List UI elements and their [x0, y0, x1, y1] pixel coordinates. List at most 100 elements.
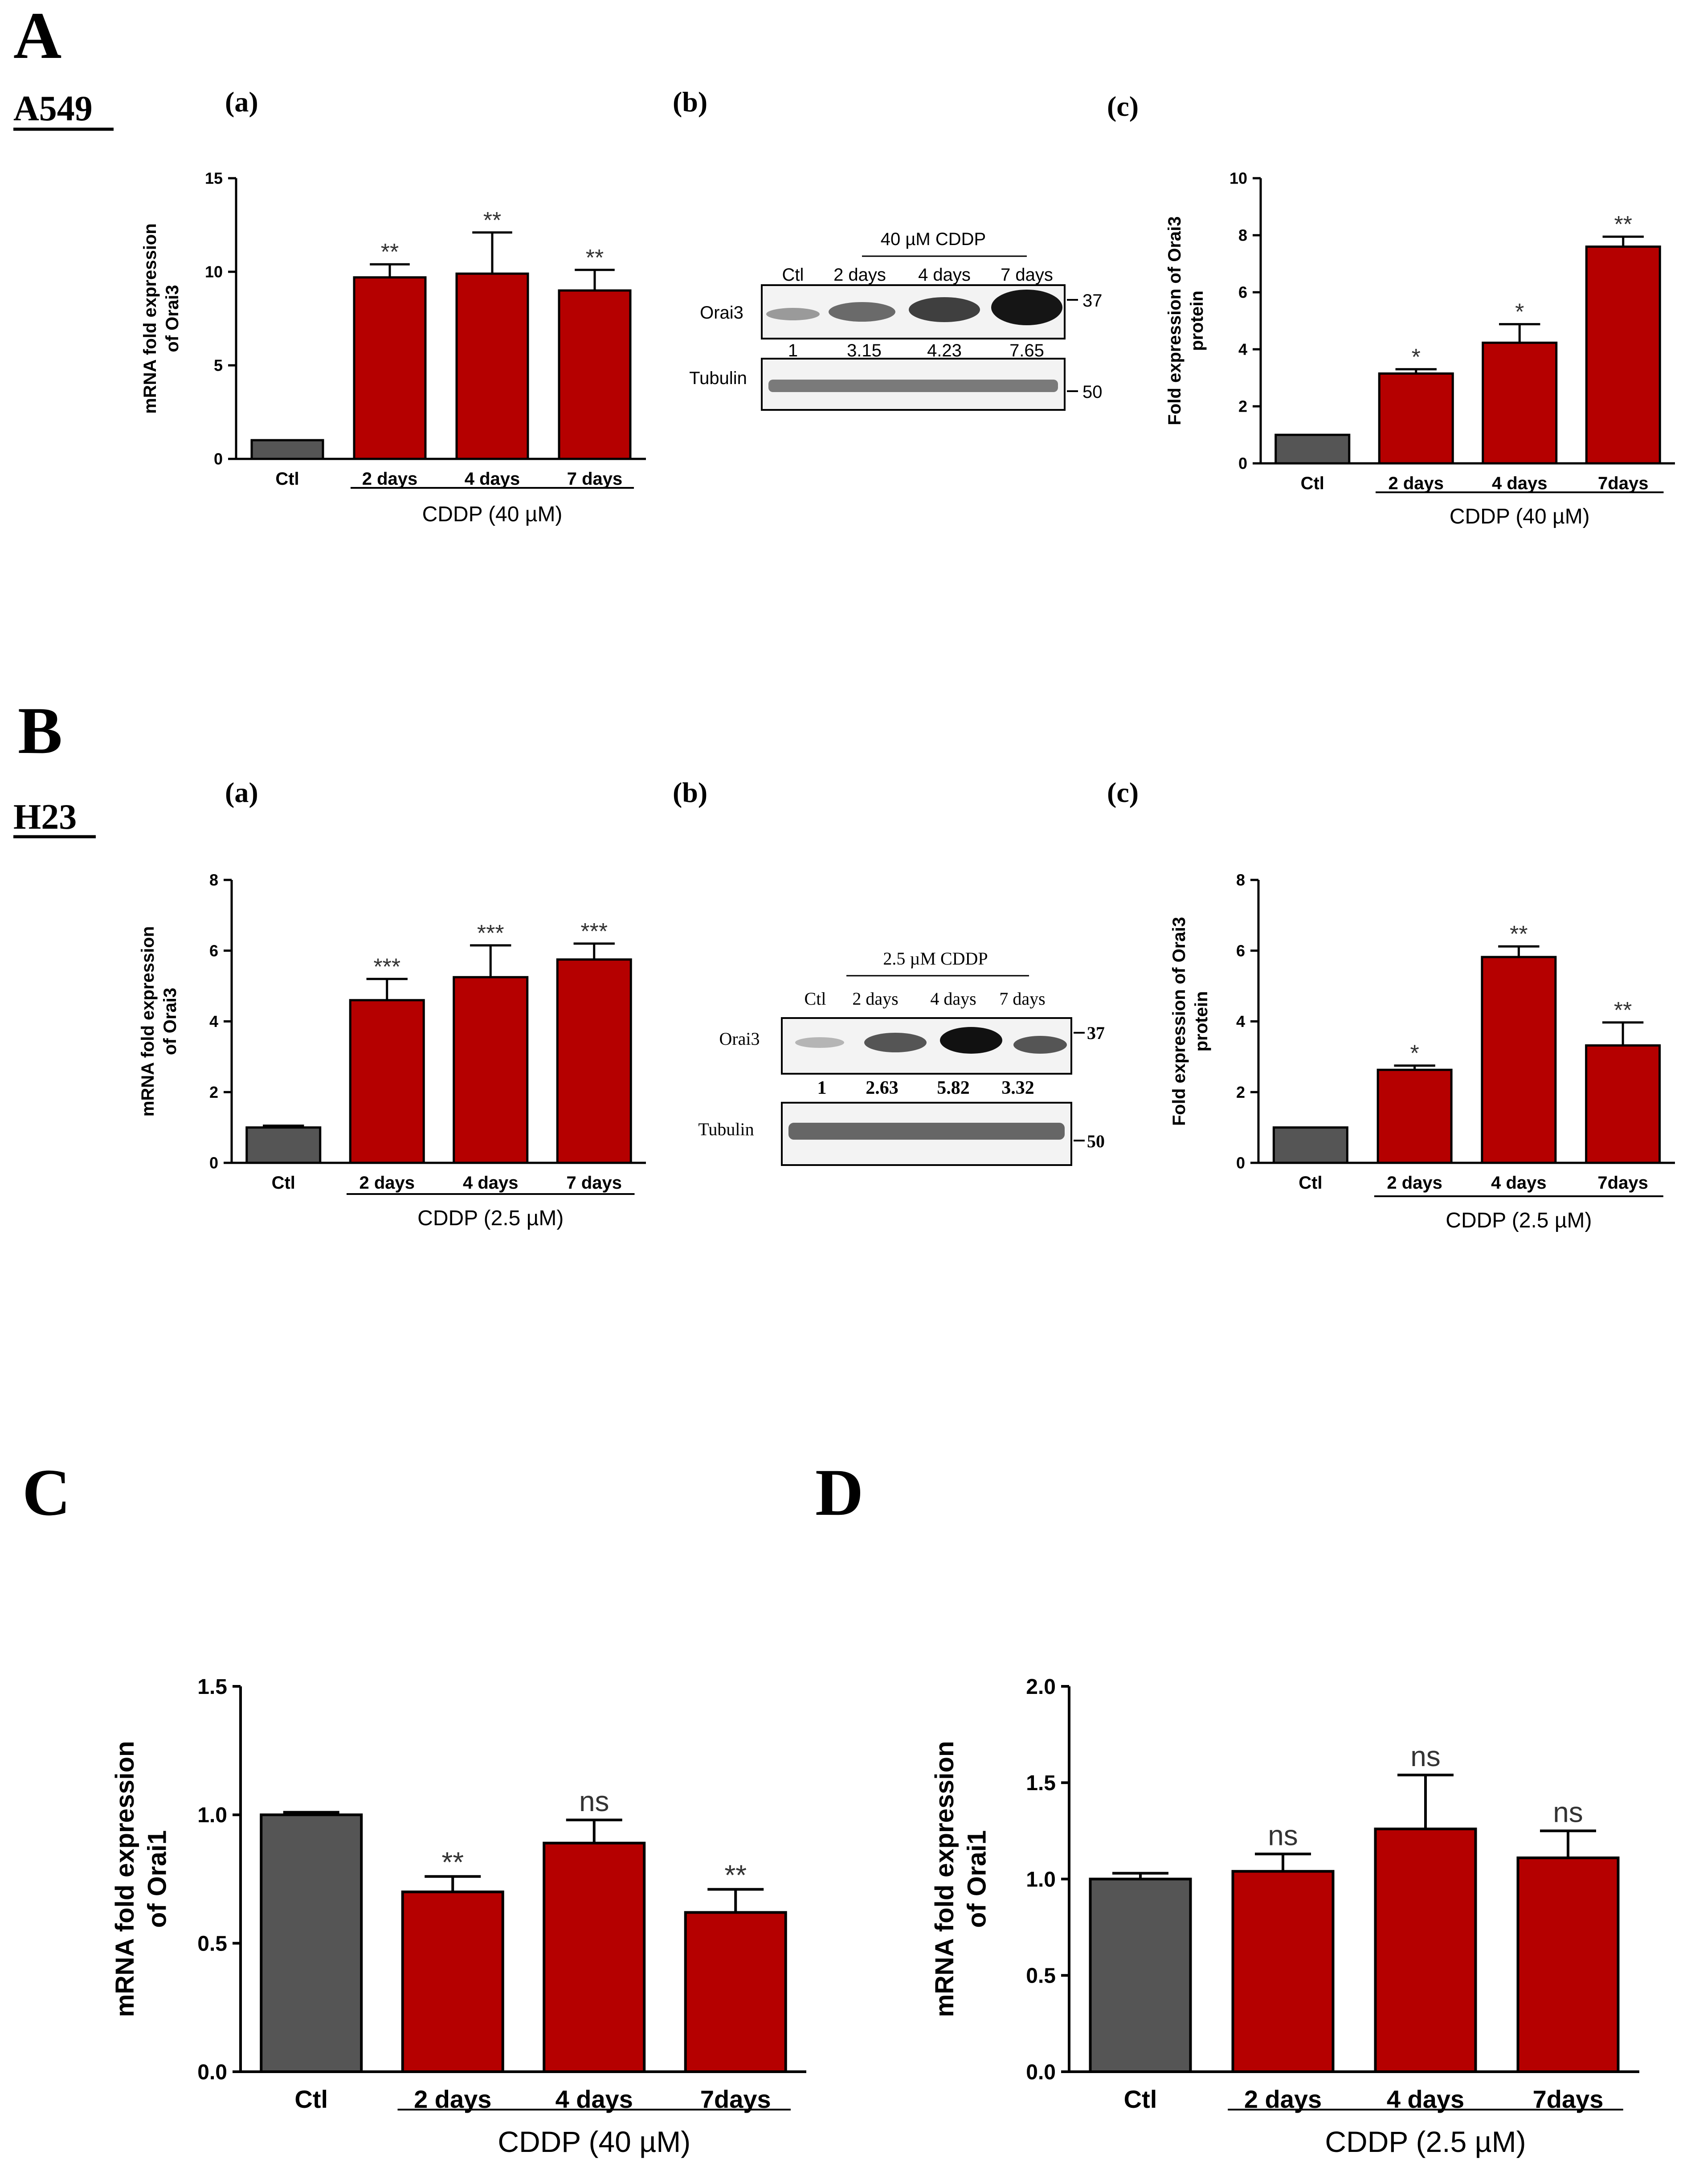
blot-lane-label: 2 days [852, 989, 898, 1009]
blot-band [991, 290, 1062, 325]
significance-label: * [1515, 299, 1524, 325]
category-label: 7days [1597, 1173, 1648, 1193]
y-tick-label: 2 [209, 1083, 218, 1101]
bar [250, 439, 324, 460]
blot-protein-label: Orai3 [719, 1029, 760, 1049]
blot-band [766, 308, 820, 320]
category-label: 7days [1533, 2085, 1604, 2113]
bar [543, 1841, 646, 2073]
category-label: 4 days [555, 2085, 633, 2113]
group-label: CDDP (2.5 µM) [417, 1207, 564, 1230]
y-tick-label: 1.5 [1026, 1771, 1056, 1795]
category-label: Ctl [1301, 474, 1324, 493]
blot-quant: 5.82 [937, 1078, 970, 1098]
chart-C: 0.0 0.5 1.0 1.5 Ctl ** 2 days ns 4 days ** 7days CD… [110, 1675, 806, 2158]
bar [349, 999, 425, 1164]
y-tick-label: 1.5 [197, 1675, 227, 1699]
panel-letter-C: C [22, 1456, 70, 1530]
blot-loading-label: Tubulin [698, 1119, 754, 1139]
panel-letter-A: A [13, 0, 61, 73]
y-axis-label: Fold expression of Orai3 [1165, 216, 1184, 425]
blot-lane-label: 7 days [999, 989, 1045, 1009]
bar [1231, 1870, 1335, 2074]
bar [1089, 1877, 1192, 2073]
y-axis-label: mRNA fold expression [138, 926, 158, 1117]
blot-quant: 7.65 [1009, 341, 1044, 360]
y-tick-label: 8 [1238, 226, 1247, 245]
significance-label: *** [580, 919, 608, 945]
y-tick-label: 2.0 [1026, 1675, 1056, 1699]
group-label: CDDP (40 µM) [498, 2125, 690, 2158]
marker-37: 37 [1082, 291, 1103, 311]
western-blot-A: 40 µM CDDP Ctl 2 days 4 days 7 days Orai… [689, 229, 1103, 411]
group-label: CDDP (40 µM) [1450, 505, 1590, 528]
significance-label: ** [441, 1846, 464, 1878]
category-label: 2 days [362, 469, 418, 489]
significance-label: * [1410, 1041, 1419, 1067]
category-label: Ctl [1299, 1173, 1322, 1193]
y-tick-label: 6 [1236, 941, 1245, 960]
significance-label: ** [381, 239, 399, 265]
western-blot-B: 2.5 µM CDDP Ctl 2 days 4 days 7 days Ora… [698, 949, 1105, 1166]
sublabel-A-a: (a) [225, 86, 258, 118]
bar [453, 976, 529, 1164]
blot-band [1013, 1036, 1067, 1054]
significance-label: ** [483, 208, 501, 233]
marker-50: 50 [1087, 1131, 1105, 1151]
blot-lane-label: 2 days [833, 265, 886, 285]
blot-quant: 3.32 [1001, 1078, 1034, 1098]
category-label: 2 days [1388, 474, 1444, 493]
y-tick-label: 0 [214, 450, 223, 468]
y-axis-label: mRNA fold expression [140, 223, 160, 413]
y-tick-label: 0 [1238, 454, 1247, 473]
category-label: 7 days [567, 469, 623, 489]
blot-band [940, 1027, 1002, 1054]
y-tick-label: 0.0 [1026, 2061, 1056, 2084]
y-tick-label: 0.5 [197, 1932, 227, 1955]
bar [684, 1911, 787, 2074]
blot-loading-label: Tubulin [689, 368, 747, 388]
chart-A-c: 0 2 4 6 8 10 Ctl * 2 days * 4 days ** 7days CDDP (40 … [1165, 169, 1675, 528]
y-tick-label: 5 [214, 356, 223, 375]
y-axis-label: mRNA fold expression [110, 1741, 139, 2017]
panel-letter-D: D [815, 1456, 863, 1530]
category-label: 4 days [1492, 474, 1548, 493]
bar [455, 272, 529, 460]
blot-tubulin-band [788, 1123, 1065, 1140]
category-label: Ctl [1124, 2085, 1157, 2113]
blot-quant: 3.15 [847, 341, 882, 360]
marker-50: 50 [1082, 382, 1103, 402]
group-label: CDDP (2.5 µM) [1325, 2125, 1526, 2158]
bar [1272, 1126, 1348, 1164]
bar [1378, 372, 1454, 465]
significance-label: *** [373, 954, 400, 980]
category-label: Ctl [272, 1173, 295, 1193]
y-axis-label: of Orai3 [163, 285, 182, 352]
significance-label: ns [1268, 1819, 1298, 1851]
y-tick-label: 2 [1236, 1083, 1245, 1101]
significance-label: ns [579, 1785, 609, 1817]
blot-lane-label: 4 days [930, 989, 976, 1009]
y-tick-label: 4 [1236, 1012, 1245, 1031]
y-tick-label: 0.5 [1026, 1964, 1056, 1988]
bar [1274, 434, 1351, 465]
category-label: 7 days [566, 1173, 622, 1193]
category-label: 7days [700, 2085, 771, 2113]
bar [353, 276, 427, 460]
group-label: CDDP (2.5 µM) [1446, 1209, 1592, 1232]
blot-quant: 1 [817, 1078, 827, 1098]
cell-line-A549: A549 [13, 89, 93, 128]
bar [245, 1126, 322, 1164]
category-label: 4 days [1491, 1173, 1547, 1193]
blot-band [909, 297, 980, 322]
y-tick-label: 4 [209, 1012, 218, 1031]
y-tick-label: 8 [209, 871, 218, 889]
sublabel-B-b: (b) [673, 777, 707, 808]
category-label: 2 days [1244, 2085, 1322, 2113]
y-tick-label: 6 [1238, 283, 1247, 302]
panel-letter-B: B [18, 694, 62, 768]
bar [1481, 956, 1557, 1164]
category-label: Ctl [275, 469, 299, 489]
significance-label: * [1412, 344, 1421, 370]
